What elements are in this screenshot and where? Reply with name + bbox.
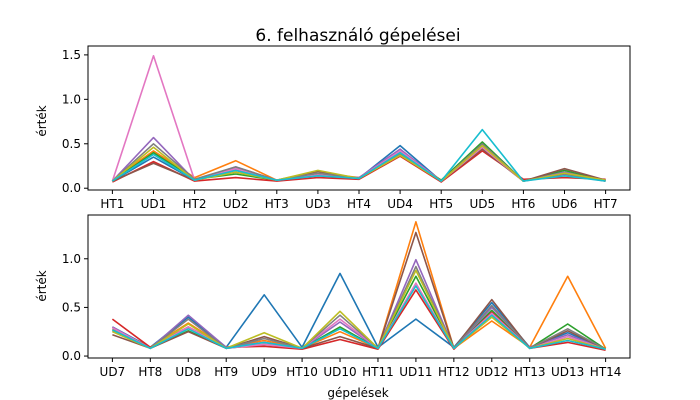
x-tick-label: UD2 xyxy=(223,197,249,211)
y-tick-label: 1.0 xyxy=(62,252,81,266)
x-tick-label: HT11 xyxy=(362,365,394,379)
x-tick-label: UD1 xyxy=(141,197,167,211)
x-tick-label: UD7 xyxy=(100,365,126,379)
x-tick-label: HT4 xyxy=(347,197,371,211)
series-line-bottom-5 xyxy=(112,258,606,350)
bottom-panel: UD7 HT8 UD8 HT9 UD9 HT10 UD10 HT11 UD11 HT12 UD12 H… xyxy=(62,214,631,379)
x-tick-label: HT13 xyxy=(514,365,546,379)
x-tick-label: UD4 xyxy=(387,197,413,211)
x-tick-label: HT8 xyxy=(138,365,162,379)
x-tick-label: HT2 xyxy=(183,197,207,211)
x-tick-label: HT9 xyxy=(214,365,238,379)
x-tick-label: HT10 xyxy=(286,365,318,379)
x-tick-label: HT14 xyxy=(590,365,622,379)
bottom-plot-frame xyxy=(87,214,631,359)
x-tick-label: UD8 xyxy=(175,365,201,379)
y-tick-label: 1.0 xyxy=(62,92,81,106)
top-y-axis-label: érték xyxy=(35,105,49,136)
y-tick-label: 0.0 xyxy=(62,181,81,195)
x-tick-label: HT5 xyxy=(429,197,453,211)
x-tick-label: HT3 xyxy=(265,197,289,211)
x-tick-label: HT12 xyxy=(438,365,470,379)
y-tick-label: 0.5 xyxy=(62,137,81,151)
bottom-x-axis-label: gépelések xyxy=(327,386,388,400)
x-tick-label: HT1 xyxy=(100,197,124,211)
x-tick-label: UD6 xyxy=(552,197,578,211)
x-tick-label: UD10 xyxy=(323,365,356,379)
x-tick-label: UD13 xyxy=(551,365,584,379)
series-line-top-10 xyxy=(111,128,606,182)
top-panel: HT1 UD1 HT2 UD2 HT3 UD3 HT4 UD4 HT5 UD5 HT6 UD6 HT7 0… xyxy=(62,45,631,211)
x-tick-label: UD11 xyxy=(399,365,432,379)
x-tick-label: HT6 xyxy=(511,197,535,211)
y-tick-label: 0.0 xyxy=(62,349,81,363)
x-tick-label: UD5 xyxy=(469,197,495,211)
series-line-top-4 xyxy=(112,150,606,183)
chart-title: 6. felhasználó gépelései xyxy=(255,26,460,46)
x-tick-label: UD12 xyxy=(475,365,508,379)
x-tick-label: UD3 xyxy=(305,197,331,211)
y-tick-label: 0.5 xyxy=(62,300,81,314)
series-line-top-7 xyxy=(111,54,606,182)
series-line-bottom-10 xyxy=(112,285,606,350)
x-tick-label: HT7 xyxy=(594,197,618,211)
series-line-bottom-8 xyxy=(112,265,606,350)
x-tick-label: UD9 xyxy=(251,365,277,379)
y-tick-label: 1.5 xyxy=(62,48,81,62)
bottom-y-axis-label: érték xyxy=(35,270,49,301)
